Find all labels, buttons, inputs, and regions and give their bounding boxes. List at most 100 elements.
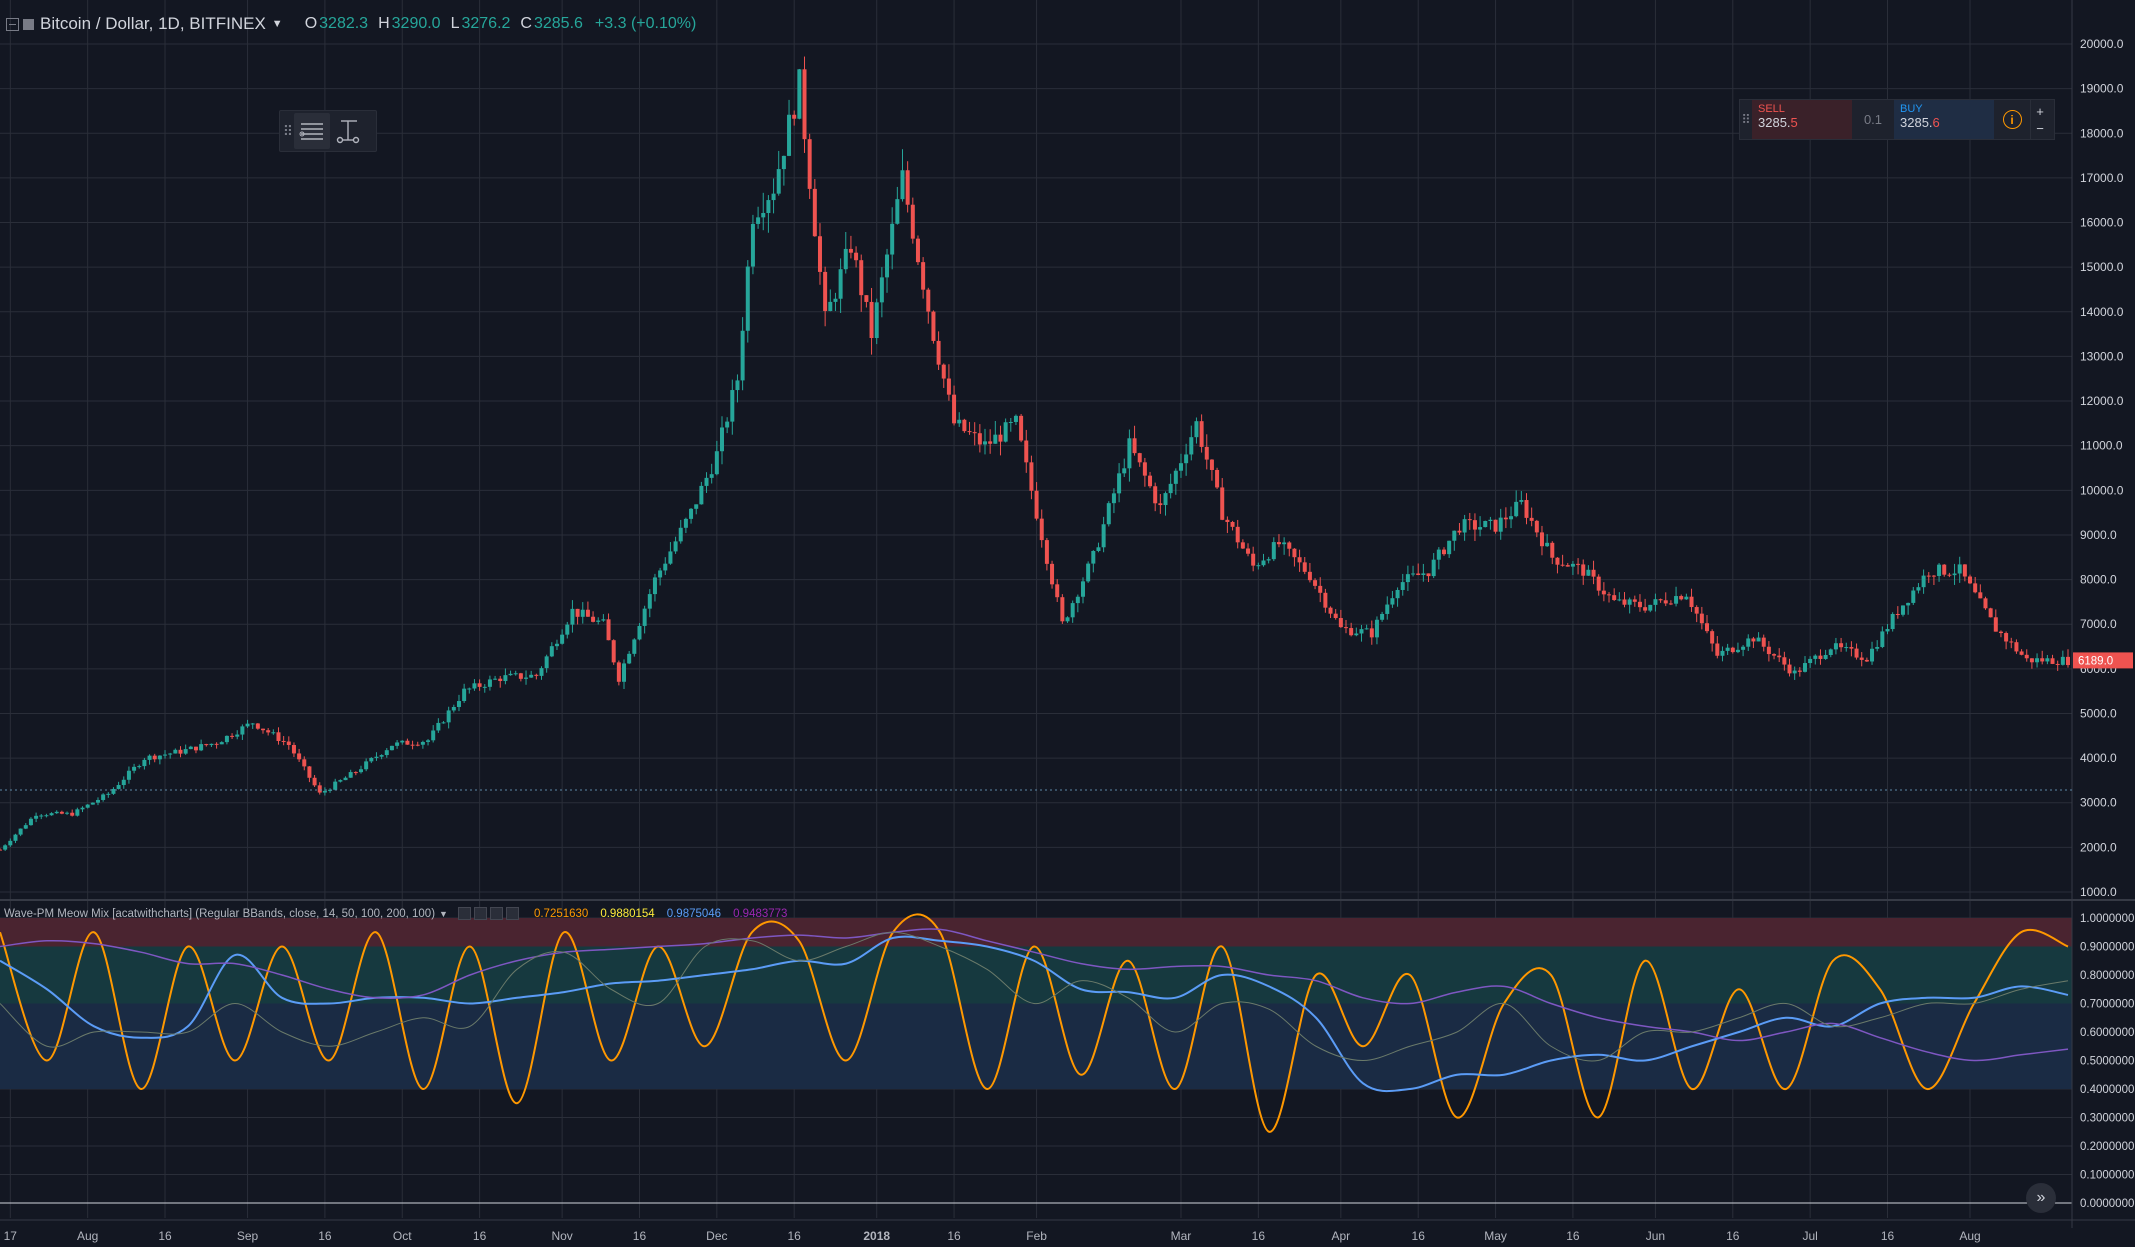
candle — [1560, 554, 1565, 567]
candle-body — [1380, 613, 1385, 620]
settings-icon[interactable] — [473, 907, 487, 920]
candle-body — [524, 677, 529, 679]
candle — [1390, 590, 1395, 608]
candle-body — [781, 155, 786, 170]
candle-body — [637, 625, 642, 640]
candle-body — [199, 744, 204, 751]
candle — [90, 802, 95, 805]
candle-body — [1338, 618, 1343, 628]
candle — [704, 472, 709, 493]
candle — [1096, 542, 1101, 553]
candle-body — [1493, 519, 1498, 532]
candle-body — [668, 551, 673, 564]
chevron-down-icon[interactable]: ▼ — [439, 908, 448, 919]
candle-body — [683, 518, 688, 528]
candle-body — [1266, 559, 1271, 561]
candle-body — [111, 788, 116, 794]
candle — [1741, 645, 1746, 657]
candle — [1607, 592, 1612, 603]
candle-body — [1060, 597, 1065, 622]
info-button[interactable]: i — [1994, 100, 2030, 139]
candle — [508, 670, 513, 676]
candle-body — [1426, 573, 1431, 577]
close-icon[interactable] — [489, 907, 503, 920]
drag-grip-icon[interactable]: ⠿ — [1741, 111, 1751, 127]
candle — [2035, 653, 2040, 668]
indicator-axis-label: 0.5000000 — [2080, 1056, 2134, 1068]
time-axis-label: 16 — [633, 1229, 647, 1243]
candle — [1338, 609, 1343, 628]
candle — [1818, 649, 1823, 665]
candle — [1952, 563, 1957, 585]
candle-body — [1385, 604, 1390, 614]
candle-body — [1117, 473, 1122, 494]
candle — [1509, 506, 1514, 529]
indicator-axis-label: 0.7000000 — [2080, 999, 2134, 1011]
candle-body — [101, 794, 106, 800]
candle — [1256, 562, 1261, 570]
candle-body — [1127, 438, 1132, 469]
candle-body — [627, 653, 632, 664]
candle — [441, 721, 446, 724]
more-icon[interactable] — [505, 907, 519, 920]
candle — [44, 813, 49, 818]
candle — [2029, 658, 2034, 669]
candle — [1178, 453, 1183, 478]
candle — [859, 254, 864, 312]
candle — [1617, 592, 1622, 602]
candle-body — [1766, 646, 1771, 655]
candle — [972, 422, 977, 446]
candle — [1942, 564, 1947, 577]
candle — [627, 651, 632, 665]
candle — [1282, 537, 1287, 555]
candle — [157, 755, 162, 765]
candle — [1746, 634, 1751, 652]
candle-body — [1029, 462, 1034, 491]
decrease-button[interactable]: − — [2036, 120, 2044, 136]
candle-body — [224, 735, 229, 743]
indicator-value-3: 0.9875046 — [666, 907, 722, 920]
candle — [240, 724, 245, 740]
indicator-title[interactable]: Wave-PM Meow Mix [acatwithcharts] (Regul… — [4, 907, 436, 920]
candle — [1333, 609, 1338, 620]
candle-body — [1313, 580, 1318, 586]
quantity-field[interactable]: 0.1 — [1863, 112, 1883, 127]
candle — [0, 848, 2, 851]
measure-icon[interactable] — [330, 113, 366, 149]
eye-icon[interactable] — [457, 907, 471, 920]
time-axis-label: Nov — [551, 1229, 572, 1243]
candle-body — [1411, 573, 1416, 575]
horizontal-lines-icon[interactable] — [294, 113, 330, 149]
sell-button[interactable]: SELL 3285.5 — [1752, 100, 1852, 139]
chevron-down-icon[interactable]: ▼ — [271, 18, 283, 30]
candle-body — [1488, 519, 1493, 521]
indicator-bands — [0, 918, 2072, 1089]
symbol-name[interactable]: Bitcoin / Dollar, 1D, BITFINEX — [40, 14, 266, 33]
candle — [1859, 652, 1864, 667]
candle — [152, 753, 157, 763]
candle-body — [1374, 619, 1379, 638]
candle-body — [1679, 596, 1684, 600]
candle-body — [596, 620, 601, 622]
candle — [1839, 637, 1844, 652]
increase-button[interactable]: + — [2036, 103, 2044, 119]
candle-body — [1328, 607, 1333, 614]
candle — [271, 729, 276, 735]
candle — [1699, 606, 1704, 630]
candle-body — [1813, 655, 1818, 659]
candle-body — [431, 730, 436, 741]
candle — [1153, 482, 1158, 512]
candle-body — [1596, 576, 1601, 591]
candle — [142, 757, 147, 770]
candle-body — [1075, 596, 1080, 604]
candle — [188, 745, 193, 750]
indicator-value-1: 0.7251630 — [533, 907, 589, 920]
candle-body — [1637, 601, 1642, 608]
candle-body — [1225, 519, 1230, 522]
collapse-icon[interactable] — [6, 17, 19, 31]
buy-button[interactable]: BUY 3285.6 — [1894, 100, 1994, 139]
scroll-to-realtime-button[interactable]: » — [2026, 1183, 2056, 1213]
candle — [1148, 471, 1153, 489]
drag-grip-icon[interactable]: ⠿ — [282, 122, 293, 139]
